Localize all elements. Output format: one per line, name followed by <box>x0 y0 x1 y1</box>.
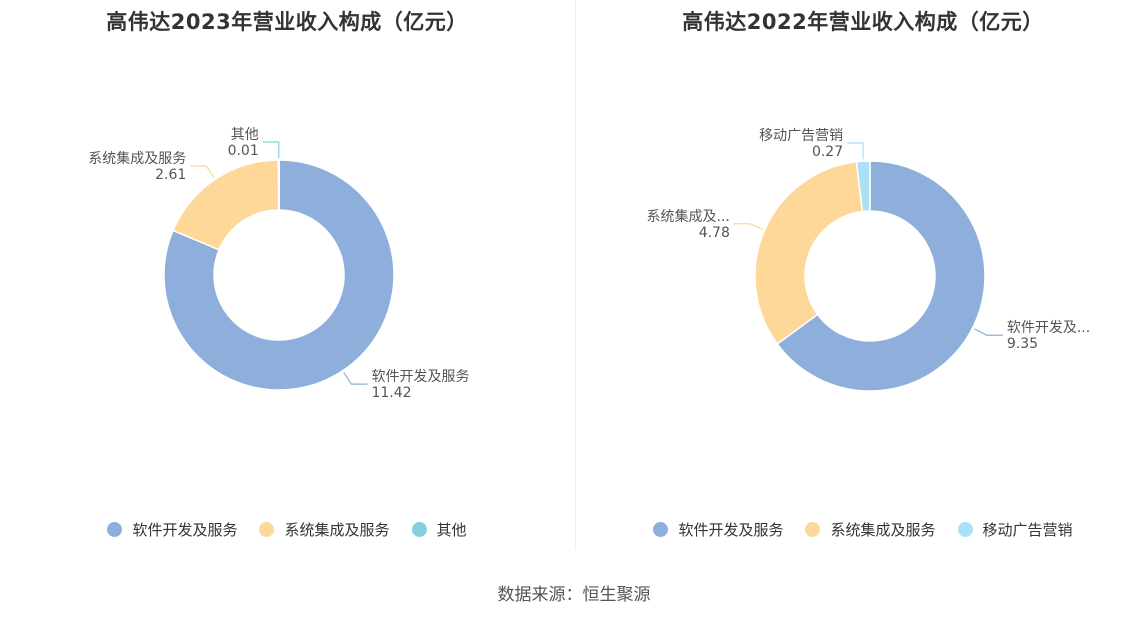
chart-panel-2022: 高伟达2022年营业收入构成（亿元） 软件开发及... 9.35 系统集成及... 4… <box>576 0 1148 560</box>
legend-item-software[interactable]: 软件开发及服务 <box>107 519 237 540</box>
legend-dot <box>957 522 973 537</box>
donut-slice-other[interactable] <box>855 160 871 213</box>
slice-value-label: 2.61 <box>155 167 186 183</box>
slice-value-label: 11.42 <box>371 385 411 401</box>
slice-value-label: 0.01 <box>228 143 259 159</box>
slice-label: 软件开发及服务 <box>371 369 469 385</box>
donut-slice-integration[interactable] <box>754 160 864 346</box>
donut-slice-software[interactable] <box>776 160 986 392</box>
legend-item-other[interactable]: 其他 <box>411 519 467 540</box>
chart-panel-2023: 高伟达2023年营业收入构成（亿元） 软件开发及服务 11.42 系统集成及服务 2.… <box>0 0 574 560</box>
chart-legend: 软件开发及服务 系统集成及服务 移动广告营销 <box>576 519 1148 540</box>
donut-slice-other[interactable] <box>277 159 280 211</box>
legend-dot <box>653 522 669 537</box>
label-leader-line <box>343 372 368 385</box>
legend-label: 系统集成及服务 <box>284 521 390 539</box>
chart-legend: 软件开发及服务 系统集成及服务 其他 <box>0 519 574 540</box>
legend-item-software[interactable]: 软件开发及服务 <box>653 519 783 540</box>
slice-label: 软件开发及... <box>1007 320 1090 336</box>
legend-label: 移动广告营销 <box>982 521 1073 539</box>
legend-item-mobile-ads[interactable]: 移动广告营销 <box>957 519 1073 540</box>
legend-item-integration[interactable]: 系统集成及服务 <box>805 519 936 540</box>
slice-value-label: 9.35 <box>1007 336 1038 352</box>
legend-dot <box>107 522 123 537</box>
legend-dot <box>411 522 427 537</box>
slice-label: 其他 <box>231 127 259 143</box>
data-source: 数据来源：恒生聚源 <box>497 585 651 605</box>
legend-label: 系统集成及服务 <box>830 521 936 539</box>
legend-label: 其他 <box>436 521 467 539</box>
donut-slice-integration[interactable] <box>172 159 280 251</box>
slice-value-label: 4.78 <box>699 225 730 241</box>
label-leader-line <box>733 223 763 230</box>
label-leader-line <box>847 142 864 160</box>
slice-label: 系统集成及服务 <box>88 150 186 167</box>
label-leader-line <box>974 328 1003 336</box>
label-leader-line <box>190 165 215 179</box>
slice-label: 系统集成及... <box>647 208 730 225</box>
legend-dot <box>805 522 821 537</box>
legend-label: 软件开发及服务 <box>678 521 784 539</box>
label-leader-line <box>262 141 280 159</box>
panel-divider <box>575 0 576 550</box>
slice-label: 移动广告营销 <box>759 128 843 144</box>
chart-title: 高伟达2022年营业收入构成（亿元） <box>682 10 1044 34</box>
legend-label: 软件开发及服务 <box>132 521 238 539</box>
legend-dot <box>259 522 275 537</box>
chart-title: 高伟达2023年营业收入构成（亿元） <box>106 10 468 34</box>
legend-item-integration[interactable]: 系统集成及服务 <box>259 519 390 540</box>
slice-value-label: 0.27 <box>812 144 843 160</box>
donut-slice-software[interactable] <box>163 159 395 391</box>
